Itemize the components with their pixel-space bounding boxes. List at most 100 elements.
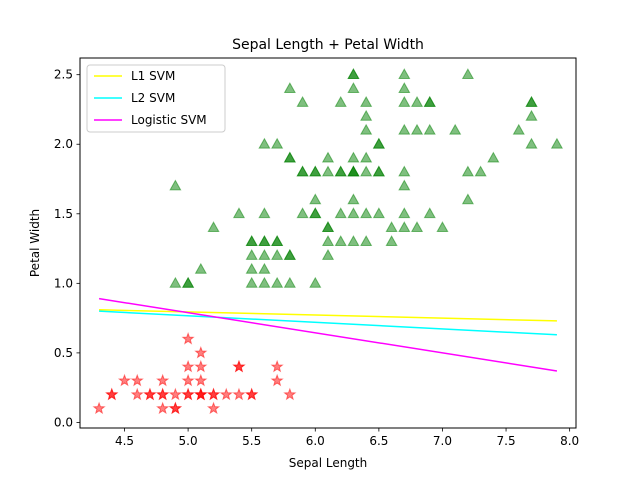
star-marker bbox=[245, 387, 259, 401]
y-axis-ticks: 0.0 0.5 1.0 1.5 2.0 2.5 bbox=[54, 68, 80, 429]
triangle-marker bbox=[258, 262, 271, 274]
star-marker bbox=[168, 387, 182, 401]
x-tick-label: 8.0 bbox=[560, 434, 579, 448]
triangle-marker bbox=[258, 137, 271, 149]
star-marker bbox=[206, 401, 221, 415]
triangle-marker bbox=[334, 207, 347, 219]
x-axis-label: Sepal Length bbox=[289, 456, 368, 470]
triangle-marker bbox=[372, 165, 385, 177]
x-tick-label: 4.5 bbox=[115, 434, 134, 448]
star-marker bbox=[270, 359, 284, 373]
triangle-marker bbox=[245, 262, 258, 274]
triangle-marker bbox=[334, 95, 347, 107]
x-tick-label: 6.0 bbox=[306, 434, 325, 448]
y-axis-label: Petal Width bbox=[28, 209, 42, 277]
triangle-marker bbox=[258, 207, 271, 219]
triangle-marker bbox=[347, 165, 360, 177]
triangle-marker bbox=[385, 235, 398, 246]
triangle-marker bbox=[309, 193, 322, 205]
triangle-marker bbox=[398, 123, 411, 135]
triangle-marker bbox=[283, 276, 296, 288]
triangle-marker bbox=[271, 248, 284, 260]
triangle-marker bbox=[347, 207, 360, 219]
triangle-marker bbox=[194, 262, 207, 274]
plot-area-frame bbox=[79, 57, 577, 429]
star-marker bbox=[181, 373, 195, 387]
triangle-marker bbox=[182, 276, 195, 288]
legend-label: L2 SVM bbox=[131, 91, 175, 105]
legend-label: L1 SVM bbox=[131, 69, 175, 83]
triangle-marker bbox=[423, 123, 436, 135]
triangle-marker bbox=[398, 221, 411, 233]
triangle-marker bbox=[410, 123, 424, 135]
triangle-marker bbox=[360, 235, 373, 246]
series-line-l1-svm bbox=[99, 309, 557, 322]
triangle-marker bbox=[347, 151, 360, 163]
triangle-marker bbox=[169, 179, 182, 191]
triangle-marker bbox=[410, 95, 424, 107]
data-markers bbox=[92, 68, 564, 415]
triangle-marker bbox=[309, 165, 322, 177]
triangle-marker bbox=[271, 235, 284, 246]
triangle-marker bbox=[347, 235, 360, 246]
star-marker bbox=[168, 401, 182, 415]
x-tick-label: 7.0 bbox=[433, 434, 452, 448]
star-marker bbox=[130, 387, 144, 401]
triangle-marker bbox=[372, 137, 385, 149]
triangle-marker bbox=[461, 68, 474, 80]
triangle-marker bbox=[321, 221, 335, 233]
triangle-marker bbox=[398, 82, 411, 93]
triangle-marker bbox=[334, 235, 347, 246]
triangle-marker bbox=[398, 95, 411, 107]
triangle-marker bbox=[296, 165, 309, 177]
triangle-marker bbox=[398, 179, 411, 191]
triangle-marker bbox=[423, 95, 436, 107]
triangle-marker bbox=[321, 151, 335, 163]
triangle-marker bbox=[258, 235, 271, 246]
star-marker bbox=[219, 387, 233, 401]
star-marker bbox=[105, 387, 119, 401]
triangle-marker bbox=[461, 165, 474, 177]
triangle-marker bbox=[258, 248, 271, 260]
triangle-marker bbox=[360, 95, 373, 107]
star-marker bbox=[283, 387, 297, 401]
triangle-marker bbox=[525, 137, 538, 149]
triangle-marker bbox=[309, 207, 322, 219]
triangle-marker bbox=[410, 221, 424, 233]
triangle-marker bbox=[550, 137, 564, 149]
triangle-marker bbox=[169, 276, 182, 288]
triangle-marker bbox=[347, 82, 360, 93]
star-marker bbox=[181, 387, 195, 401]
chart-title: Sepal Length + Petal Width bbox=[232, 37, 424, 53]
star-marker bbox=[232, 359, 246, 373]
triangle-marker bbox=[232, 207, 246, 219]
triangle-marker bbox=[512, 123, 525, 135]
triangle-marker bbox=[321, 165, 335, 177]
triangle-marker bbox=[423, 207, 436, 219]
star-marker bbox=[156, 401, 170, 415]
y-tick-label: 2.5 bbox=[54, 68, 73, 82]
triangle-marker bbox=[385, 221, 398, 233]
star-marker bbox=[156, 373, 170, 387]
y-tick-label: 2.0 bbox=[54, 137, 73, 151]
triangle-marker bbox=[398, 165, 411, 177]
x-tick-label: 6.5 bbox=[369, 434, 388, 448]
series-line-logistic-svm bbox=[98, 297, 558, 372]
series-line-l2-svm bbox=[99, 310, 557, 336]
x-tick-label: 5.0 bbox=[179, 434, 198, 448]
legend-box bbox=[86, 64, 226, 133]
legend: L1 SVM L2 SVM Logistic SVM bbox=[86, 64, 226, 133]
x-axis-ticks: 4.5 5.0 5.5 6.0 6.5 7.0 7.5 8.0 bbox=[115, 428, 579, 448]
triangle-marker bbox=[474, 165, 487, 177]
triangle-marker bbox=[283, 151, 296, 163]
triangle-marker bbox=[296, 207, 309, 219]
triangle-marker bbox=[271, 137, 284, 149]
triangle-marker bbox=[321, 235, 335, 246]
star-marker bbox=[194, 359, 208, 373]
triangle-marker bbox=[334, 165, 347, 177]
triangle-marker bbox=[271, 276, 284, 288]
triangle-marker bbox=[436, 221, 449, 233]
y-tick-label: 1.0 bbox=[54, 276, 73, 290]
triangle-marker bbox=[398, 207, 411, 219]
